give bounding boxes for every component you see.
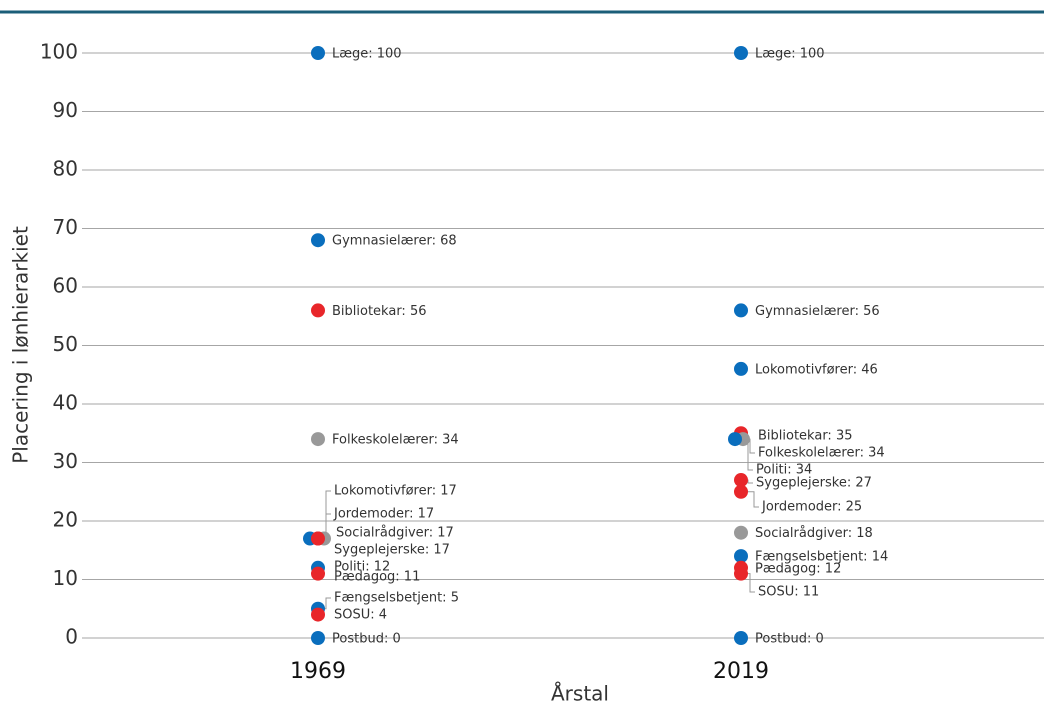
point-label: Læge: 100 — [755, 47, 825, 62]
leader-line — [314, 490, 331, 540]
y-tick-label: 50 — [53, 332, 78, 356]
data-point — [311, 607, 325, 622]
point-label: Socialrådgiver: 18 — [755, 526, 873, 541]
point-label: SOSU: 4 — [334, 608, 387, 623]
data-point — [734, 566, 748, 581]
data-point — [734, 46, 748, 60]
data-point — [734, 361, 748, 376]
data-point — [311, 303, 325, 318]
y-tick-label: 40 — [53, 391, 78, 415]
leader-line — [745, 491, 759, 508]
point-label: Lokomotivfører: 17 — [334, 484, 457, 499]
x-axis-title: Årstal — [551, 682, 609, 706]
point-label: Socialrådgiver: 17 — [336, 526, 454, 541]
y-tick-label: 30 — [53, 449, 78, 473]
y-tick-label: 20 — [53, 508, 78, 532]
data-point — [311, 531, 325, 546]
data-point — [734, 484, 748, 499]
y-axis-title: Placering i lønhierarkiet — [9, 226, 33, 464]
point-label: Postbud: 0 — [755, 632, 824, 647]
y-tick-label: 0 — [65, 625, 78, 649]
data-point — [734, 525, 748, 540]
y-tick-label: 60 — [53, 274, 78, 298]
point-label: Lokomotivfører: 46 — [755, 362, 878, 377]
data-point — [734, 631, 748, 645]
point-label: Folkeskolelærer: 34 — [332, 433, 459, 448]
point-label: Politi: 12 — [334, 560, 390, 575]
x-tick-label: 2019 — [713, 659, 769, 684]
y-tick-label: 100 — [40, 40, 78, 64]
point-label: Gymnasielærer: 56 — [755, 304, 880, 319]
y-tick-label: 10 — [53, 566, 78, 590]
point-label: Sygeplejerske: 17 — [334, 543, 450, 558]
point-label: Bibliotekar: 35 — [758, 429, 853, 444]
data-point — [734, 303, 748, 318]
data-point — [311, 566, 325, 581]
point-label: Læge: 100 — [332, 47, 402, 62]
y-tick-label: 70 — [53, 215, 78, 239]
x-tick-label: 1969 — [290, 659, 346, 684]
y-tick-label: 90 — [53, 98, 78, 122]
y-tick-label: 80 — [53, 157, 78, 181]
data-point — [728, 432, 742, 447]
point-label: Pædagog: 11 — [334, 570, 420, 585]
point-label: SOSU: 11 — [758, 585, 819, 600]
point-label: Jordemoder: 25 — [761, 500, 862, 515]
data-point — [311, 46, 325, 60]
point-label: Gymnasielærer: 68 — [332, 234, 457, 249]
point-label: Jordemoder: 17 — [333, 507, 434, 522]
point-label: Postbud: 0 — [332, 632, 401, 647]
data-point — [311, 233, 325, 248]
point-label: Sygeplejerske: 27 — [756, 476, 872, 491]
point-label: Bibliotekar: 56 — [332, 304, 427, 319]
point-label: Pædagog: 12 — [755, 561, 841, 576]
data-point — [734, 549, 748, 564]
point-label: Politi: 34 — [756, 463, 812, 478]
leader-line — [739, 438, 753, 471]
data-point — [311, 631, 325, 645]
point-label: Fængselsbetjent: 5 — [334, 591, 459, 606]
data-point — [311, 432, 325, 447]
point-label: Folkeskolelærer: 34 — [758, 446, 885, 461]
point-label: Fængselsbetjent: 14 — [755, 550, 888, 565]
data-point — [734, 473, 748, 488]
